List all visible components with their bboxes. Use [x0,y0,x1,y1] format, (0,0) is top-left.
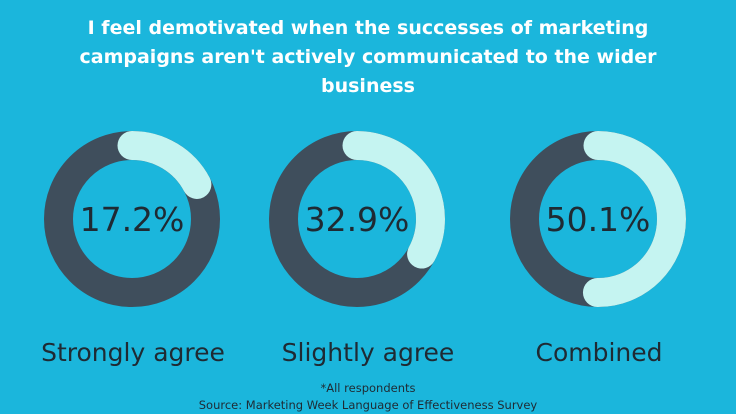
category-label-slightly-agree: Slightly agree [281,338,455,367]
donut-slightly-agree: 32.9% [268,130,446,308]
source-note: Source: Marketing Week Language of Effec… [198,398,538,412]
donut-arc-slightly-agree [269,131,445,307]
category-label-strongly-agree: Strongly agree [41,338,225,367]
donut-svg-strongly-agree [44,131,220,307]
donut-arc-combined [510,131,686,307]
value-label-strongly-agree: 17.2% [79,199,185,239]
donut-svg-slightly-agree [269,131,445,307]
category-label-combined: Combined [535,338,663,367]
chart-title: I feel demotivated when the successes of… [79,17,657,97]
donut-svg-combined [510,131,686,307]
value-label-combined: 50.1% [545,199,651,239]
footnote: *All respondents [320,381,416,395]
donut-strongly-agree: 17.2% [43,130,221,308]
donut-arc-strongly-agree [44,131,220,307]
value-label-slightly-agree: 32.9% [304,199,410,239]
donut-combined: 50.1% [509,130,687,308]
